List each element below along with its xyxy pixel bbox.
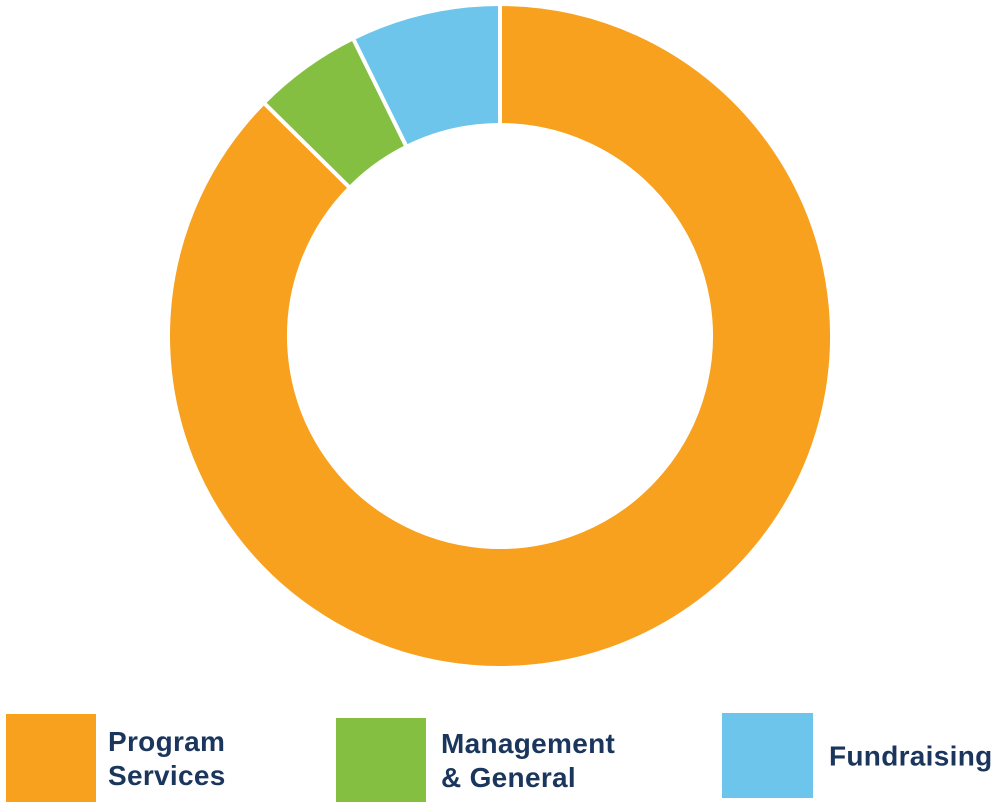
legend-swatch — [722, 713, 813, 798]
legend-label: & General — [441, 762, 576, 793]
slice-program-services — [166, 1, 834, 670]
legend-label: Management — [441, 728, 615, 759]
legend-label: Fundraising — [829, 741, 993, 772]
donut-slices — [166, 1, 834, 670]
legend-swatch — [336, 718, 426, 802]
legend-swatch — [6, 714, 96, 802]
legend-item-fundraising: Fundraising — [722, 713, 993, 798]
slice-fundraising — [350, 1, 502, 150]
legend-label: Services — [108, 760, 226, 791]
legend-label: Program — [108, 726, 225, 757]
legend-item-management-and-general: Management& General — [336, 718, 615, 802]
